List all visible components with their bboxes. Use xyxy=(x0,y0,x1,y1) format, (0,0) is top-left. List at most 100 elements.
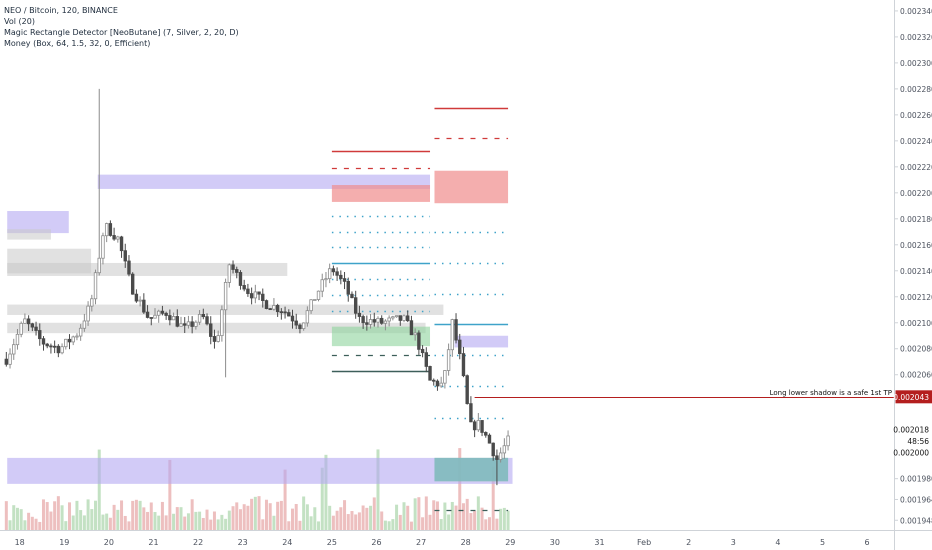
volume-bar xyxy=(157,515,161,530)
indicator-magic-rectangle[interactable]: Magic Rectangle Detector [NeoButane] (7,… xyxy=(4,28,239,37)
candle-body xyxy=(231,264,235,270)
candle-body xyxy=(413,332,417,336)
volume-bar xyxy=(302,496,306,530)
candle-body xyxy=(294,320,298,326)
volume-bar xyxy=(324,454,328,530)
teal-zone xyxy=(434,457,509,482)
volume-bar xyxy=(4,501,8,530)
candle-body xyxy=(15,333,20,346)
candle-body xyxy=(383,320,388,324)
gray-zone-mid-a xyxy=(7,262,288,276)
candle-body xyxy=(324,278,328,281)
volume-bar xyxy=(175,507,179,530)
candle-body xyxy=(186,321,191,326)
candle-body xyxy=(320,279,324,292)
volume-bar xyxy=(421,517,425,530)
volume-bar xyxy=(298,520,302,530)
volume-bar xyxy=(261,519,265,530)
gray-zone-left-a xyxy=(7,229,51,240)
annotation-text[interactable]: Long lower shadow is a safe 1st TP xyxy=(770,389,892,397)
x-tick-label: 3 xyxy=(731,538,736,547)
x-tick-label: 6 xyxy=(865,538,870,547)
candle-body xyxy=(67,338,72,343)
candle-body xyxy=(394,315,399,318)
candle-body xyxy=(201,314,206,318)
volume-bar xyxy=(320,467,324,530)
candle-body xyxy=(112,235,116,240)
candle-body xyxy=(406,315,410,322)
candle-body xyxy=(298,324,302,330)
candle-body xyxy=(432,379,436,382)
x-tick-label: Feb xyxy=(637,538,651,547)
candle-body xyxy=(335,271,339,276)
x-tick-label: 29 xyxy=(505,538,515,547)
candle-body xyxy=(287,312,291,317)
chart-legend: NEO / Bitcoin, 120, BINANCE Vol (20) Mag… xyxy=(4,5,239,49)
symbol-title[interactable]: NEO / Bitcoin, 120, BINANCE xyxy=(4,6,118,15)
candle-body xyxy=(368,319,373,325)
candle-body xyxy=(190,321,194,327)
volume-bar xyxy=(279,500,283,530)
volume-bar xyxy=(473,511,477,530)
x-tick-label: 27 xyxy=(416,538,426,547)
candle-body xyxy=(130,273,135,295)
candle-body xyxy=(60,346,64,354)
candle-body xyxy=(402,315,406,321)
volume-bar xyxy=(146,511,150,530)
volume-bar xyxy=(190,499,194,530)
volume-bar xyxy=(82,515,86,530)
volume-bar xyxy=(186,513,190,530)
candle-body xyxy=(238,272,243,286)
volume-bar xyxy=(164,515,168,530)
candle-body xyxy=(8,353,12,365)
volume-bar xyxy=(294,504,298,530)
volume-bar xyxy=(123,515,127,530)
candle-body xyxy=(480,420,484,433)
volume-bar xyxy=(328,505,332,530)
volume-bar xyxy=(432,500,436,530)
candle-body xyxy=(316,290,321,300)
candle-body xyxy=(227,264,232,283)
x-tick-label: 19 xyxy=(59,538,69,547)
volume-bar xyxy=(276,501,280,530)
x-tick-label: 18 xyxy=(15,538,25,547)
x-tick-label: 30 xyxy=(550,538,560,547)
candle-body xyxy=(138,299,142,302)
volume-bar xyxy=(395,504,399,530)
candle-body xyxy=(428,366,432,381)
purple-zone-small xyxy=(454,335,509,348)
x-axis[interactable]: 18 19 20 21 22 23 24 25 26 27 28 29 30 31 Feb 2 3 4 5 6 xyxy=(15,538,870,547)
candle-body xyxy=(346,280,350,295)
candle-body xyxy=(357,312,362,317)
x-tick-label: 28 xyxy=(461,538,471,547)
volume-bar xyxy=(41,499,45,530)
candle-body xyxy=(78,327,83,337)
candle-body xyxy=(38,330,42,340)
volume-bar xyxy=(131,500,135,530)
candle-body xyxy=(272,305,276,310)
volume-bar xyxy=(250,498,254,530)
volume-bar xyxy=(484,519,488,530)
purple-zone-bottom xyxy=(7,457,513,484)
volume-bar xyxy=(268,503,272,530)
candle-body xyxy=(160,310,165,314)
volume-bar xyxy=(376,449,380,530)
candle-body xyxy=(409,320,414,336)
volume-bar xyxy=(502,507,506,530)
candle-body xyxy=(487,434,492,444)
candle-body xyxy=(175,316,179,327)
x-tick-label: 2 xyxy=(686,538,691,547)
candle-body xyxy=(268,308,272,311)
volume-bar xyxy=(101,514,105,530)
volume-bar xyxy=(209,519,213,530)
indicator-vol[interactable]: Vol (20) xyxy=(4,17,35,26)
indicator-money[interactable]: Money (Box, 64, 1.5, 32, 0, Efficient) xyxy=(4,39,151,48)
volume-bar xyxy=(406,505,410,530)
